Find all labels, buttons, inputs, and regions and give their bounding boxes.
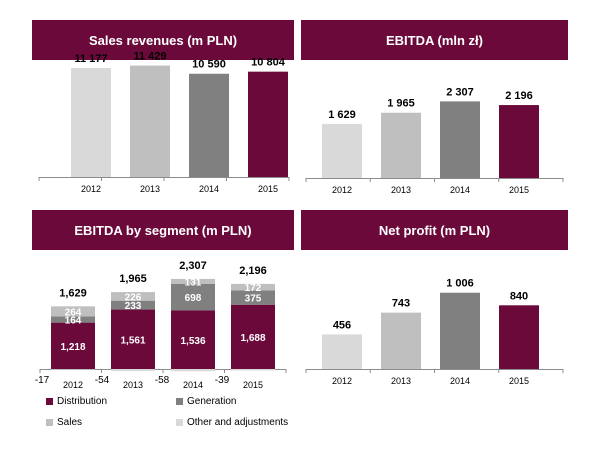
ebitda-data-label: 1 965 [387, 98, 415, 110]
net-profit-bar [381, 312, 421, 369]
segment-negative-label: -54 [95, 375, 110, 386]
sales-revenues-bar [248, 71, 288, 177]
legend-item-distribution: Distribution [46, 396, 107, 407]
segment-bar-other [171, 369, 215, 372]
segment-bar-generation [111, 300, 155, 310]
segment-total-label: 2,307 [179, 260, 207, 272]
legend-label-sales: Sales [57, 417, 83, 428]
segment-data-label: 131 [185, 277, 202, 288]
segment-data-label: 264 [65, 307, 82, 318]
segment-total-label: 2,196 [239, 265, 267, 277]
segment-bar-distribution [231, 304, 275, 369]
ebitda-bar [322, 123, 362, 178]
segment-data-label: 698 [185, 293, 202, 304]
segment-negative-label: -39 [215, 375, 230, 386]
legend-swatch-sales [46, 419, 53, 426]
net-profit-bar [322, 334, 362, 369]
segment-bar-distribution [111, 309, 155, 369]
segment-data-label: 172 [245, 283, 262, 294]
segment-bar-other [51, 369, 95, 370]
ebitda-data-label: 2 196 [505, 90, 533, 102]
segment-tick-label: 2015 [243, 380, 263, 390]
sales-revenues-tick-label: 2013 [140, 184, 160, 194]
segment-bar-sales [231, 283, 275, 291]
ebitda-segment-title: EBITDA by segment (m PLN) [74, 222, 252, 238]
net-profit-tick-label: 2012 [332, 376, 352, 386]
ebitda-bar [499, 105, 539, 178]
segment-data-label: 375 [245, 294, 262, 305]
sales-revenues-tick-label: 2012 [81, 184, 101, 194]
segment-data-label: 1,536 [180, 336, 205, 347]
segment-bar-distribution [51, 322, 95, 369]
sales-revenues-tick-label: 2015 [258, 184, 278, 194]
ebitda-tick-label: 2014 [450, 185, 470, 195]
segment-data-label: 233 [125, 301, 142, 312]
sales-revenues-data-label: 11 429 [133, 51, 166, 63]
legend-swatch-distribution [46, 398, 53, 405]
segment-negative-label: -17 [35, 375, 50, 386]
segment-tick-label: 2013 [123, 380, 143, 390]
segment-total-label: 1,965 [119, 273, 147, 285]
segment-data-label: 164 [65, 316, 82, 327]
sales-revenues-header: Sales revenues (m PLN) [32, 20, 294, 60]
legend-label-other: Other and adjustments [187, 417, 289, 428]
segment-bar-generation [51, 316, 95, 323]
legend-swatch-other [176, 419, 183, 426]
ebitda-bar [381, 112, 421, 178]
segment-bar-generation [171, 283, 215, 311]
segment-bar-distribution [171, 310, 215, 369]
net-profit-title: Net profit (m PLN) [378, 222, 491, 238]
segment-data-label: 1,688 [240, 333, 265, 344]
ebitda-data-label: 2 307 [446, 86, 474, 98]
legend-swatch-generation [176, 398, 183, 405]
ebitda-tick-label: 2013 [391, 185, 411, 195]
sales-revenues-bar [130, 65, 170, 177]
segment-bar-other [231, 369, 275, 371]
segment-bar-sales [171, 278, 215, 284]
sales-revenues-title: Sales revenues (m PLN) [88, 32, 238, 48]
legend-label-generation: Generation [187, 396, 237, 407]
net-profit-data-label: 456 [333, 319, 351, 331]
sales-revenues-tick-label: 2014 [199, 184, 219, 194]
ebitda-segment-header: EBITDA by segment (m PLN) [32, 210, 294, 250]
segment-bar-other [111, 369, 155, 372]
net-profit-bar [440, 292, 480, 369]
segment-bar-generation [231, 290, 275, 305]
ebitda-title: EBITDA (mln zł) [385, 32, 483, 48]
sales-revenues-data-label: 11 177 [74, 53, 107, 65]
ebitda-tick-label: 2015 [509, 185, 529, 195]
sales-revenues-bar [189, 73, 229, 177]
segment-tick-label: 2014 [183, 380, 203, 390]
sales-revenues-data-label: 10 804 [251, 57, 286, 69]
legend-item-other: Other and adjustments [176, 417, 288, 428]
segment-negative-label: -58 [155, 375, 170, 386]
segment-data-label: 1,218 [60, 342, 85, 353]
sales-revenues-bar [71, 68, 111, 177]
segment-total-label: 1,629 [59, 287, 87, 299]
net-profit-tick-label: 2015 [509, 376, 529, 386]
ebitda-header: EBITDA (mln zł) [301, 20, 568, 60]
net-profit-header: Net profit (m PLN) [301, 210, 568, 250]
segment-data-label: 1,561 [120, 335, 145, 346]
ebitda-bar [440, 101, 480, 178]
legend-item-generation: Generation [176, 396, 236, 407]
segment-data-label: 226 [125, 292, 142, 303]
net-profit-tick-label: 2014 [450, 376, 470, 386]
net-profit-data-label: 840 [510, 290, 528, 302]
segment-bar-sales [111, 292, 155, 301]
ebitda-tick-label: 2012 [332, 185, 352, 195]
ebitda-data-label: 1 629 [328, 109, 356, 121]
net-profit-data-label: 1 006 [446, 278, 474, 290]
legend-label-distribution: Distribution [57, 396, 108, 407]
sales-revenues-data-label: 10 590 [192, 59, 226, 71]
legend-item-sales: Sales [46, 417, 82, 428]
net-profit-bar [499, 305, 539, 369]
net-profit-data-label: 743 [392, 298, 410, 310]
segment-tick-label: 2012 [63, 380, 83, 390]
net-profit-tick-label: 2013 [391, 376, 411, 386]
segment-bar-sales [51, 306, 95, 317]
